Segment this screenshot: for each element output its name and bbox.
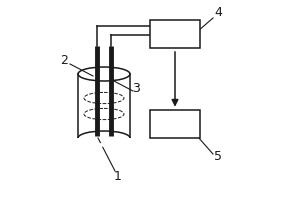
Text: 2: 2: [60, 53, 68, 66]
Bar: [150, 20, 200, 48]
Bar: [150, 110, 200, 138]
Text: 1: 1: [114, 170, 122, 182]
Text: 3: 3: [132, 82, 140, 95]
Text: 4: 4: [214, 5, 222, 19]
Text: 5: 5: [214, 150, 222, 162]
